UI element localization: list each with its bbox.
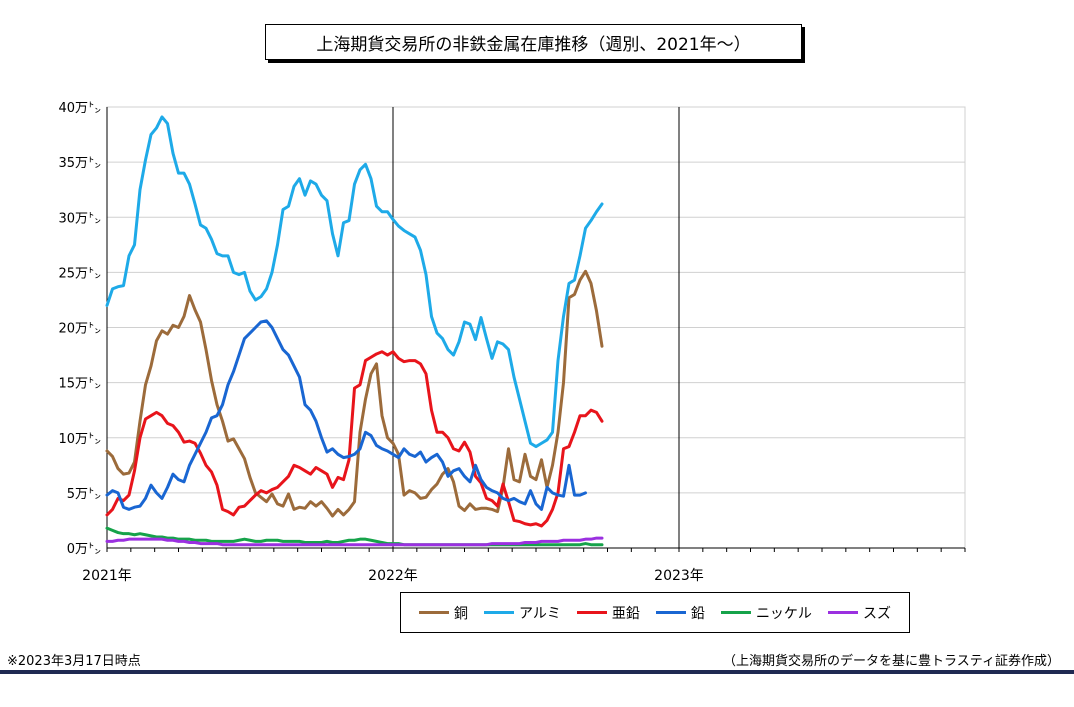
chart-plot: 0万㌧ 5万㌧ 10万㌧ 15万㌧ 20万㌧ 25万㌧ 30万㌧ 35万㌧ 40万㌧ 2021年 2…	[58, 101, 966, 584]
y-tick-label: 0万㌧	[67, 542, 101, 557]
y-tick-label: 15万㌧	[58, 377, 101, 392]
chart-title: 上海期貨交易所の非鉄金属在庫推移（週別、2021年～）	[265, 24, 802, 60]
y-tick-label: 40万㌧	[58, 101, 101, 116]
legend-item: スズ	[827, 603, 891, 623]
legend-swatch	[419, 611, 449, 614]
series-line	[105, 269, 604, 518]
legend-label: 鉛	[690, 605, 705, 622]
series-line	[105, 536, 604, 547]
series-line	[105, 115, 604, 449]
legend-item: ニッケル	[720, 603, 812, 623]
x-tick-label: 2022年	[368, 568, 418, 584]
legend-item: 亜鉛	[576, 603, 640, 623]
legend-item: 鉛	[655, 603, 705, 623]
y-tick-label: 10万㌧	[58, 432, 101, 447]
legend-label: ニッケル	[755, 605, 812, 622]
chart-title-text: 上海期貨交易所の非鉄金属在庫推移（週別、2021年～）	[316, 34, 751, 55]
x-tick-label: 2021年	[82, 568, 132, 584]
legend-swatch	[484, 611, 515, 614]
legend-label: アルミ	[519, 605, 561, 622]
legend-item: アルミ	[484, 603, 561, 623]
y-tick-label: 30万㌧	[58, 211, 101, 226]
footnote: ※2023年3月17日時点	[7, 654, 141, 669]
y-tick-label: 5万㌧	[67, 487, 101, 502]
bottom-rule	[0, 670, 1074, 674]
legend-swatch	[655, 611, 686, 614]
x-tick-label: 2023年	[654, 568, 704, 584]
y-tick-label: 25万㌧	[58, 266, 101, 281]
legend-label: スズ	[862, 605, 891, 622]
legend-item: 銅	[419, 603, 468, 623]
y-tick-label: 20万㌧	[58, 322, 101, 337]
legend-label: 銅	[454, 605, 468, 622]
legend-swatch	[576, 611, 607, 614]
series-line	[105, 350, 604, 528]
legend-label: 亜鉛	[611, 605, 640, 622]
source-note: （上海期貨交易所のデータを基に豊トラスティ証券作成）	[723, 654, 1060, 669]
y-tick-label: 35万㌧	[58, 156, 101, 171]
legend-swatch	[827, 611, 858, 614]
chart-legend: 銅 アルミ 亜鉛 鉛 ニッケル スズ	[400, 592, 910, 633]
series-line	[105, 319, 587, 511]
legend-swatch	[720, 611, 751, 614]
